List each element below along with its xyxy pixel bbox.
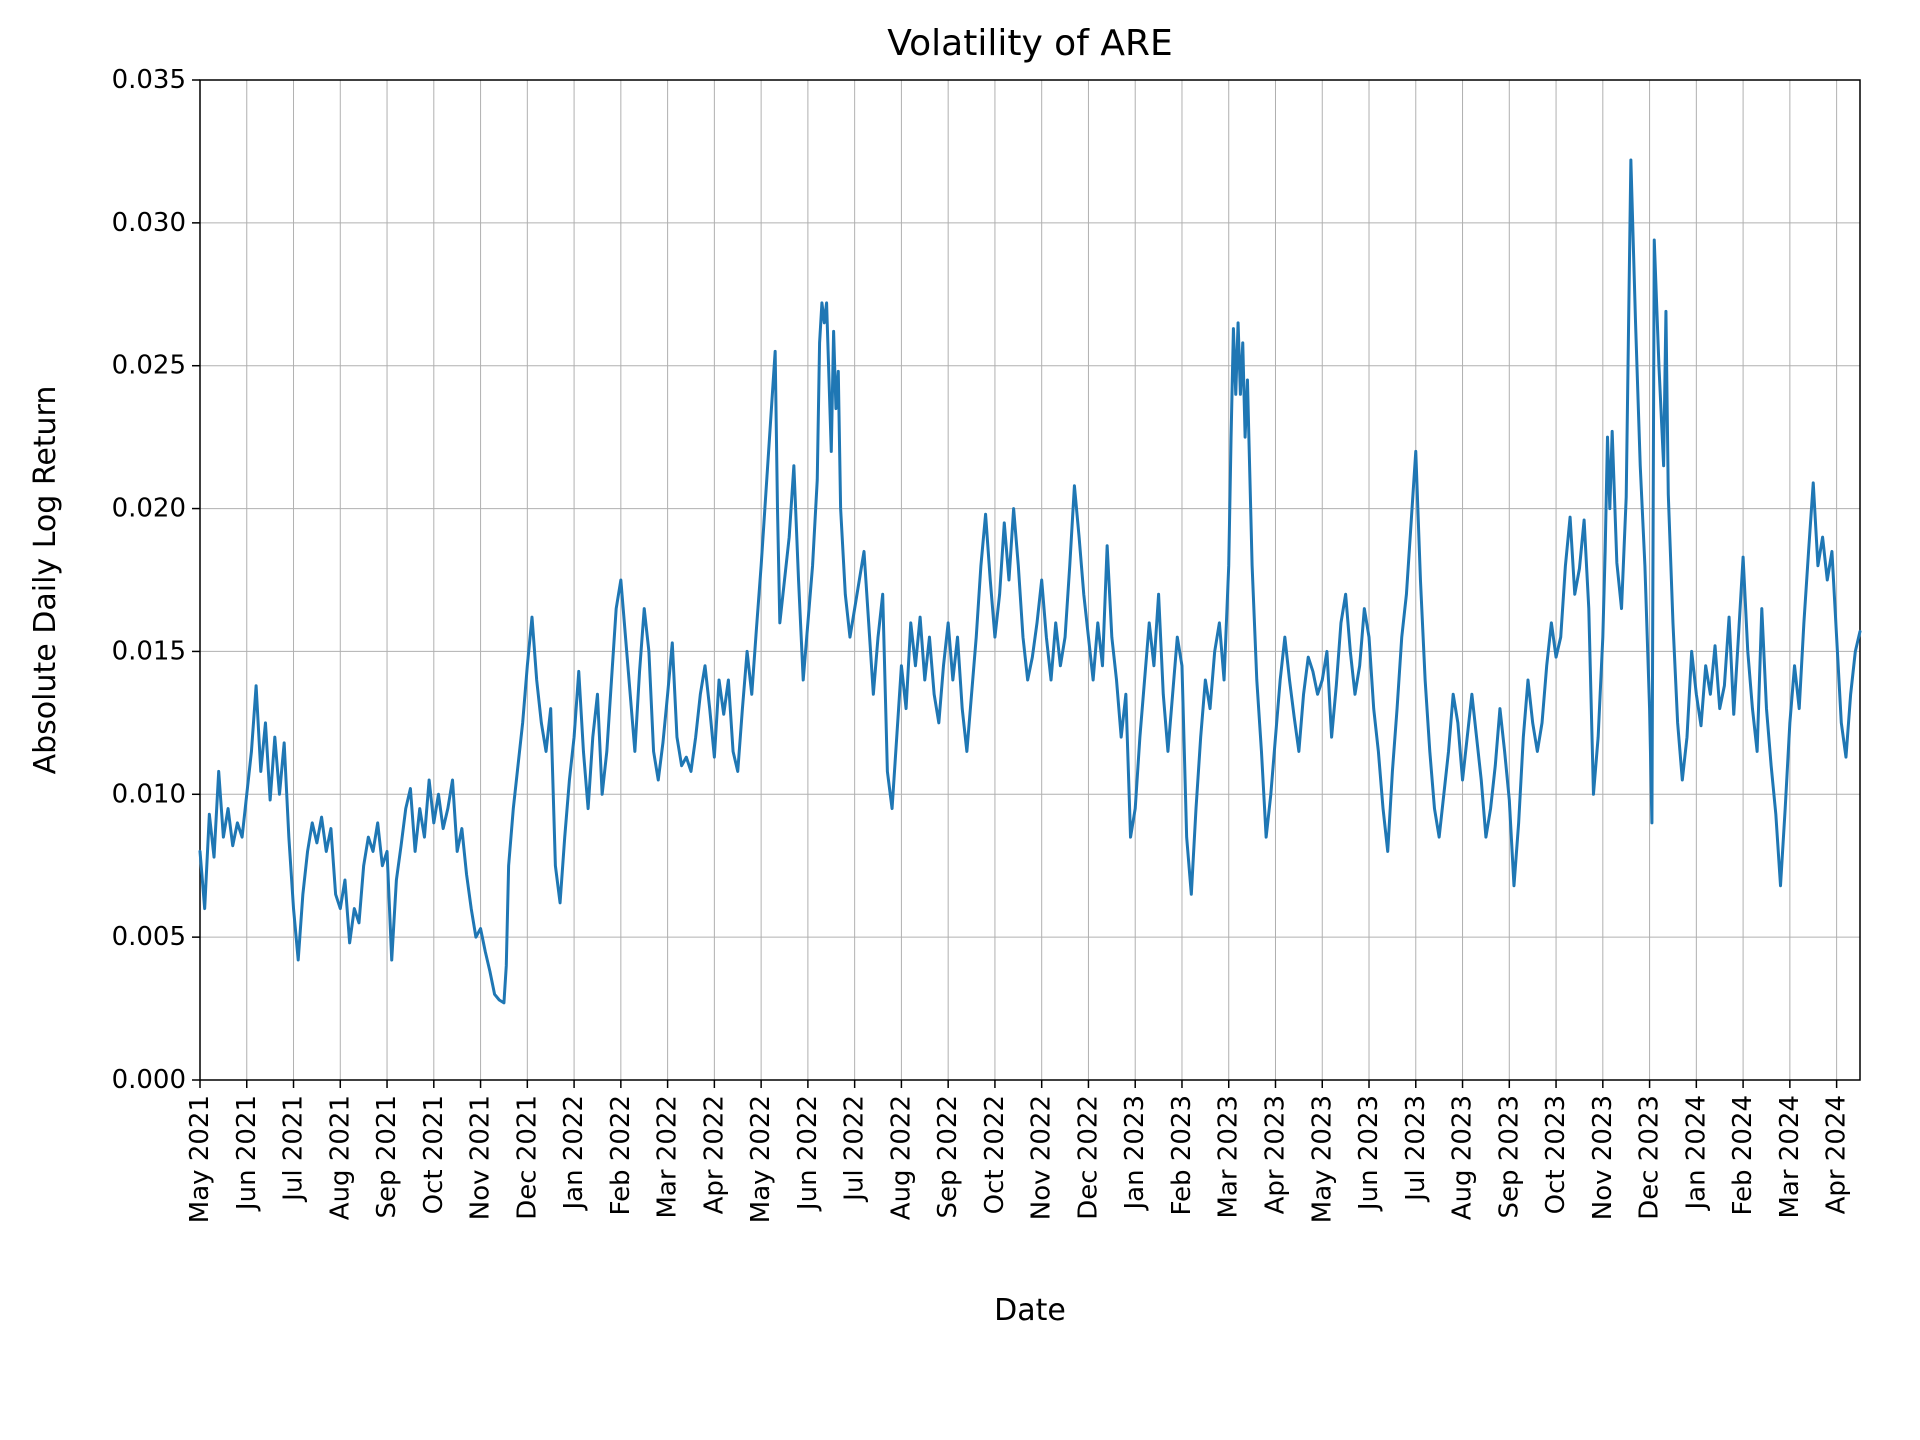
x-tick-label: Aug 2023 [1448,1095,1478,1220]
x-tick-label: Jul 2022 [840,1095,870,1203]
y-axis-label: Absolute Daily Log Return [28,386,63,775]
x-tick-label: Jun 2022 [793,1095,823,1212]
x-tick-label: Feb 2022 [606,1095,636,1215]
volatility-chart: May 2021 Jun 2021 Jul 2021 Aug 2021 Sep 2021… [0,0,1920,1440]
x-tick-label: Mar 2022 [653,1095,683,1219]
y-tick-label: 0.005 [112,922,186,952]
x-tick-label: Jul 2021 [279,1095,309,1203]
x-tick-label: Nov 2022 [1027,1095,1057,1220]
x-tick-label: Apr 2022 [699,1095,729,1214]
y-tick-label: 0.000 [112,1065,186,1095]
x-tick-label: May 2022 [746,1095,776,1223]
y-tick-label: 0.030 [112,208,186,238]
x-tick-label: Nov 2021 [466,1095,496,1220]
x-tick-label: Oct 2021 [419,1095,449,1214]
y-tick-label: 0.035 [112,65,186,95]
y-tick-label: 0.010 [112,779,186,809]
x-tick-label: May 2021 [185,1095,215,1223]
y-tick-label: 0.015 [112,636,186,666]
x-tick-label: Sep 2021 [372,1095,402,1218]
x-tick-label: Apr 2024 [1822,1095,1852,1214]
x-tick-label: Jan 2023 [1120,1095,1150,1212]
x-tick-label: Aug 2021 [325,1095,355,1220]
x-tick-label: May 2023 [1307,1095,1337,1223]
x-tick-label: Feb 2023 [1167,1095,1197,1215]
chart-title: Volatility of ARE [887,23,1172,64]
x-tick-label: Oct 2023 [1541,1095,1571,1214]
y-tick-label: 0.020 [112,494,186,524]
x-tick-label: Feb 2024 [1728,1095,1758,1215]
x-tick-label: Jun 2021 [232,1095,262,1212]
x-tick-label: Mar 2023 [1214,1095,1244,1219]
x-tick-label: Jan 2022 [559,1095,589,1212]
x-tick-label: Jan 2024 [1681,1095,1711,1212]
x-tick-label: Apr 2023 [1260,1095,1290,1214]
x-tick-label: Dec 2022 [1073,1095,1103,1220]
x-tick-label: Mar 2024 [1775,1095,1805,1219]
chart-container: May 2021 Jun 2021 Jul 2021 Aug 2021 Sep 2021… [0,0,1920,1440]
x-tick-label: Jun 2023 [1354,1095,1384,1212]
x-tick-label: Dec 2021 [512,1095,542,1220]
x-tick-label: Sep 2023 [1494,1095,1524,1218]
x-tick-label: Jul 2023 [1401,1095,1431,1203]
x-tick-label: Sep 2022 [933,1095,963,1218]
x-tick-label: Oct 2022 [980,1095,1010,1214]
y-tick-label: 0.025 [112,351,186,381]
x-axis-label: Date [994,1293,1066,1328]
x-tick-label: Dec 2023 [1635,1095,1665,1220]
x-tick-label: Nov 2023 [1588,1095,1618,1220]
x-tick-label: Aug 2022 [886,1095,916,1220]
